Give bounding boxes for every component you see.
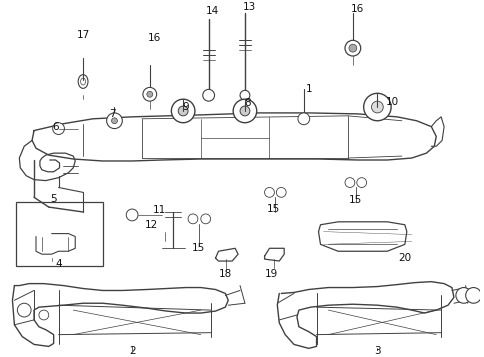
Circle shape bbox=[356, 178, 366, 187]
Circle shape bbox=[344, 178, 354, 187]
Text: 5: 5 bbox=[50, 194, 57, 204]
Circle shape bbox=[371, 101, 382, 113]
Text: 11: 11 bbox=[152, 205, 166, 215]
Circle shape bbox=[111, 118, 117, 124]
Circle shape bbox=[240, 90, 249, 100]
Text: 1: 1 bbox=[305, 84, 311, 94]
Text: 16: 16 bbox=[350, 4, 363, 14]
Text: 16: 16 bbox=[148, 33, 161, 43]
Bar bbox=[16, 202, 103, 266]
Text: 8: 8 bbox=[244, 98, 251, 108]
Text: 4: 4 bbox=[55, 259, 62, 269]
Text: 20: 20 bbox=[397, 253, 410, 263]
Text: 14: 14 bbox=[206, 6, 219, 16]
Circle shape bbox=[200, 214, 210, 224]
Ellipse shape bbox=[80, 78, 85, 85]
Text: 17: 17 bbox=[76, 30, 90, 40]
Circle shape bbox=[240, 106, 249, 116]
Text: 19: 19 bbox=[264, 269, 277, 279]
Circle shape bbox=[297, 113, 309, 125]
Ellipse shape bbox=[78, 75, 88, 89]
Circle shape bbox=[126, 209, 138, 221]
Text: 15: 15 bbox=[192, 243, 205, 253]
Circle shape bbox=[344, 40, 360, 56]
Circle shape bbox=[264, 187, 274, 197]
Circle shape bbox=[147, 91, 152, 97]
Circle shape bbox=[39, 310, 49, 320]
Circle shape bbox=[106, 113, 122, 129]
Circle shape bbox=[233, 99, 256, 123]
Text: 15: 15 bbox=[348, 195, 362, 205]
Text: 18: 18 bbox=[218, 269, 231, 279]
Circle shape bbox=[276, 187, 286, 197]
Circle shape bbox=[171, 99, 195, 123]
Circle shape bbox=[465, 287, 481, 303]
Text: 13: 13 bbox=[243, 2, 256, 12]
Circle shape bbox=[363, 93, 390, 121]
Circle shape bbox=[455, 287, 470, 303]
Text: 12: 12 bbox=[145, 220, 158, 230]
Text: 6: 6 bbox=[52, 122, 59, 132]
Text: 7: 7 bbox=[109, 109, 116, 119]
Text: 2: 2 bbox=[129, 346, 135, 356]
Circle shape bbox=[188, 214, 197, 224]
Text: 9: 9 bbox=[182, 102, 189, 112]
Circle shape bbox=[17, 303, 31, 317]
Text: 15: 15 bbox=[266, 204, 279, 214]
Circle shape bbox=[348, 44, 356, 52]
Circle shape bbox=[143, 87, 156, 101]
Text: 3: 3 bbox=[373, 346, 380, 356]
Circle shape bbox=[202, 89, 214, 101]
Circle shape bbox=[178, 106, 188, 116]
Circle shape bbox=[53, 123, 64, 135]
Text: 10: 10 bbox=[385, 97, 398, 107]
